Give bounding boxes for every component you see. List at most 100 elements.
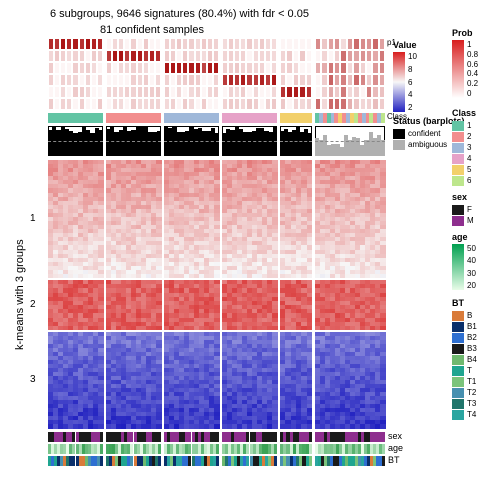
tick: 10 [408, 52, 417, 61]
class-strip [48, 113, 103, 123]
prob-cell [97, 62, 103, 74]
prob-cell [271, 38, 277, 50]
tick: 0.6 [467, 60, 478, 69]
y-axis-label: k-means with 3 groups [14, 239, 26, 350]
legend-item: B1 [452, 321, 477, 332]
tick: 0.2 [467, 79, 478, 88]
legend-item: 5 [452, 164, 476, 175]
class-strip [280, 113, 312, 123]
legend-item: 2 [452, 131, 476, 142]
legend-item: 4 [452, 153, 476, 164]
sex-cell [309, 432, 312, 442]
age-cell [100, 444, 103, 454]
heat-cell [307, 274, 313, 279]
heat-cell [214, 274, 220, 279]
status-midline [164, 141, 219, 142]
bt-cell [309, 456, 312, 466]
prob-cell [155, 50, 161, 62]
sex-cell [274, 432, 277, 442]
swatch [452, 388, 464, 398]
swatch [452, 333, 464, 343]
value-gradient [393, 52, 405, 112]
prob-cell [213, 50, 219, 62]
legend-label: B2 [467, 333, 477, 342]
legend-item: M [452, 215, 474, 226]
prob-cell [379, 86, 385, 98]
heat-cell [98, 424, 104, 429]
prob-cell [379, 38, 385, 50]
status-bar [308, 133, 312, 156]
legend-value: Value108642 [393, 40, 417, 112]
value-ticks: 108642 [408, 52, 417, 112]
status-midline [222, 141, 277, 142]
tick: 40 [467, 256, 476, 265]
legend-age-title: age [452, 232, 476, 242]
legend-item: T2 [452, 387, 477, 398]
prob-cell [213, 62, 219, 74]
tick: 50 [467, 244, 476, 253]
status-bar [99, 130, 103, 156]
prob-cell [155, 62, 161, 74]
heat-cell [272, 424, 278, 429]
legend-sex: sexFM [452, 192, 474, 226]
bt-cell [274, 456, 277, 466]
bt-cell [158, 456, 161, 466]
legend-sex-title: sex [452, 192, 474, 202]
prob-cell [213, 86, 219, 98]
prob-cell [155, 86, 161, 98]
heat-cell [307, 424, 313, 429]
prob-cell [97, 98, 103, 110]
legend-item: 6 [452, 175, 476, 186]
legend-bt: BTBB1B2B3B4TT1T2T3T4 [452, 298, 477, 420]
swatch [452, 165, 464, 175]
heat-cell [380, 424, 386, 429]
status-bar [215, 133, 219, 156]
age-cell [158, 444, 161, 454]
legend-label: 1 [467, 121, 471, 130]
km-group-label: 3 [30, 374, 36, 385]
prob-cell [97, 50, 103, 62]
swatch [452, 205, 464, 215]
legend-class: Class123456 [452, 108, 476, 186]
legend-item: B4 [452, 354, 477, 365]
prob-cell [271, 50, 277, 62]
bt-row-label: BT [388, 455, 400, 465]
km-group-label: 2 [30, 299, 36, 310]
age-row-label: age [388, 443, 403, 453]
prob-cell [379, 62, 385, 74]
legend-label: 2 [467, 132, 471, 141]
prob-cell [155, 98, 161, 110]
prob-cell [155, 38, 161, 50]
legend-item: T1 [452, 376, 477, 387]
status-bar [381, 140, 385, 156]
tick: 20 [467, 281, 476, 290]
swatch [393, 129, 405, 139]
prob-cell [306, 50, 312, 62]
legend-label: M [467, 216, 474, 225]
class-strip [106, 113, 161, 123]
status-midline [106, 141, 161, 142]
prob-ticks: 10.80.60.40.20 [467, 40, 478, 98]
prob-cell [155, 74, 161, 86]
age-cell [382, 444, 385, 454]
tick: 2 [408, 103, 417, 112]
swatch [452, 355, 464, 365]
swatch [452, 344, 464, 354]
sex-cell [100, 432, 103, 442]
age-cell [309, 444, 312, 454]
prob-cell [213, 38, 219, 50]
heat-cell [307, 326, 313, 331]
legend-prob-title: Prob [452, 28, 478, 38]
sex-row-label: sex [388, 431, 402, 441]
prob-gradient [452, 40, 464, 98]
status-midline [280, 141, 312, 142]
prob-cell [306, 86, 312, 98]
prob-cell [213, 74, 219, 86]
legend-item: B3 [452, 343, 477, 354]
legend-label: ambiguous [408, 140, 447, 149]
bt-cell [100, 456, 103, 466]
legend-item: T3 [452, 398, 477, 409]
legend-label: B1 [467, 322, 477, 331]
prob-cell [306, 38, 312, 50]
legend-label: B3 [467, 344, 477, 353]
